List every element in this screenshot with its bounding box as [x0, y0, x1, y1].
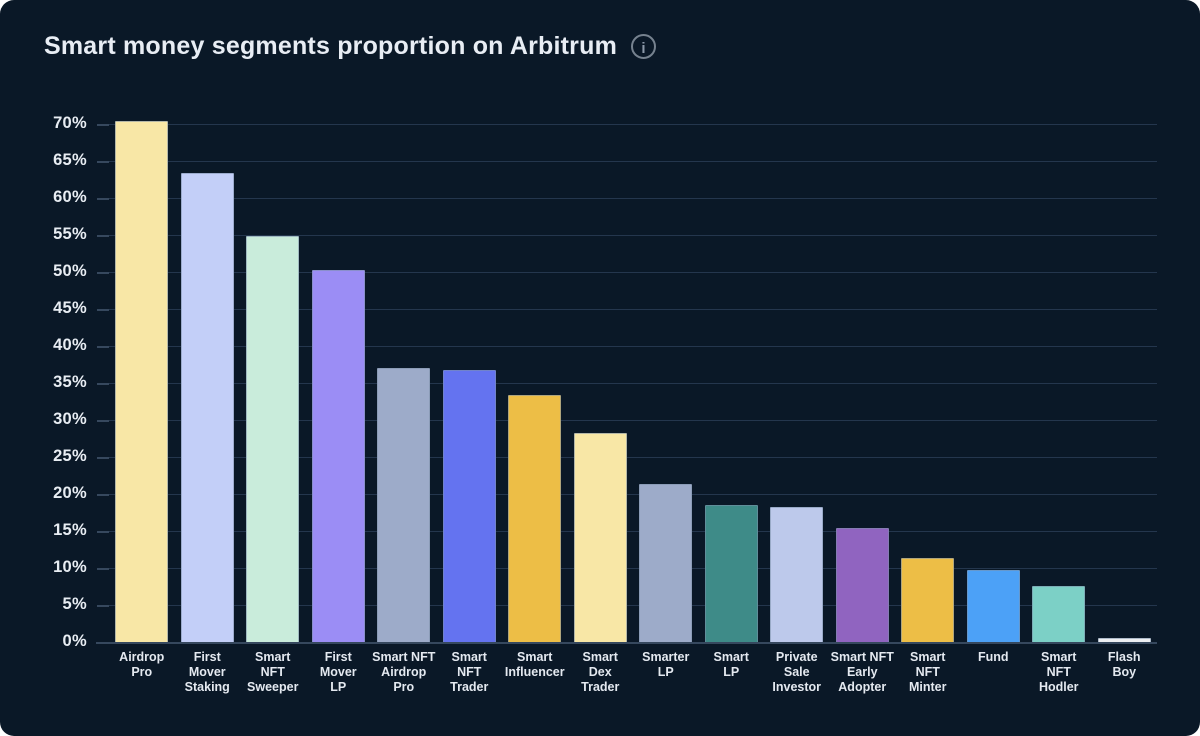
- y-axis-label: 10%: [53, 558, 87, 576]
- chart-title: Smart money segments proportion on Arbit…: [44, 32, 618, 60]
- y-axis-label: 35%: [53, 373, 87, 391]
- y-axis-tick: [97, 124, 109, 126]
- y-axis-label: 30%: [53, 410, 87, 428]
- x-axis-label: Flash Boy: [1107, 650, 1141, 679]
- x-axis-label: Smart NFT Hodler: [1038, 650, 1079, 694]
- gridline: [109, 383, 1157, 384]
- bar-smart-nft-sweeper[interactable]: [246, 235, 300, 642]
- x-axis-label: Smart NFT Minter: [909, 650, 947, 694]
- bar-smart-dex-trader[interactable]: [573, 433, 627, 642]
- gridline: [109, 494, 1157, 495]
- x-axis-label: Airdrop Pro: [119, 650, 165, 679]
- y-axis-label: 15%: [53, 521, 87, 539]
- y-axis-tick: [97, 642, 109, 644]
- x-axis-label: Fund: [977, 650, 1009, 664]
- gridline: [109, 161, 1157, 162]
- bar-smart-lp[interactable]: [704, 505, 758, 642]
- y-axis-label: 50%: [53, 262, 87, 280]
- y-axis-tick: [97, 346, 109, 348]
- gridline: [109, 309, 1157, 310]
- chart-header: Smart money segments proportion on Arbit…: [44, 32, 657, 61]
- x-axis-label: Smart Influencer: [504, 650, 565, 679]
- y-axis-label: 0%: [62, 632, 87, 650]
- bar-smarter-lp[interactable]: [639, 484, 693, 642]
- gridline: [109, 420, 1157, 421]
- y-axis-label: 65%: [53, 151, 87, 169]
- bar-smart-nft-airdrop-pro[interactable]: [377, 368, 431, 642]
- info-icon[interactable]: i: [631, 34, 657, 59]
- y-axis-label: 60%: [53, 188, 87, 206]
- gridline: [109, 124, 1157, 125]
- x-axis-label: Smarter LP: [642, 650, 690, 679]
- y-axis-tick: [97, 198, 109, 200]
- x-axis-label: First Mover LP: [319, 650, 357, 694]
- bar-private-sale-investor[interactable]: [770, 507, 824, 642]
- bar-first-mover-lp[interactable]: [311, 269, 365, 642]
- y-axis-label: 25%: [53, 447, 87, 465]
- bar-fund[interactable]: [966, 570, 1020, 642]
- y-axis-label: 40%: [53, 336, 87, 354]
- x-axis-label: First Mover Staking: [184, 650, 230, 694]
- x-axis-label: Smart NFT Trader: [450, 650, 489, 694]
- y-axis-tick: [97, 420, 109, 422]
- x-axis-label: Smart NFT Airdrop Pro: [372, 650, 436, 694]
- bar-smart-nft-trader[interactable]: [442, 369, 496, 642]
- y-axis-label: 45%: [53, 299, 87, 317]
- gridline: [109, 272, 1157, 273]
- x-axis-label: Private Sale Investor: [772, 650, 822, 694]
- gridline: [109, 198, 1157, 199]
- y-axis-tick: [97, 457, 109, 459]
- bar-smart-nft-hodler[interactable]: [1032, 585, 1086, 642]
- bar-flash-boy[interactable]: [1097, 637, 1151, 642]
- y-axis-label: 20%: [53, 484, 87, 502]
- y-axis-tick: [97, 309, 109, 311]
- gridline: [109, 568, 1157, 569]
- y-axis-label: 55%: [53, 225, 87, 243]
- x-axis-line: [96, 642, 1157, 644]
- bar-smart-nft-early-adopter[interactable]: [835, 528, 889, 642]
- y-axis-tick: [97, 605, 109, 607]
- gridline: [109, 457, 1157, 458]
- y-axis-label: 70%: [53, 114, 87, 132]
- y-axis-tick: [97, 383, 109, 385]
- bar-smart-nft-minter[interactable]: [901, 557, 955, 642]
- bar-smart-influencer[interactable]: [508, 394, 562, 642]
- y-axis-tick: [97, 272, 109, 274]
- bar-first-mover-staking[interactable]: [180, 172, 234, 642]
- x-axis-label: Smart NFT Early Adopter: [830, 650, 894, 694]
- x-axis-label: Smart LP: [713, 650, 749, 679]
- gridline: [109, 605, 1157, 606]
- y-axis-tick: [97, 531, 109, 533]
- x-axis-label: Smart NFT Sweeper: [247, 650, 299, 694]
- y-axis-label: 5%: [62, 595, 87, 613]
- x-axis-label: Smart Dex Trader: [581, 650, 620, 694]
- y-axis-tick: [97, 494, 109, 496]
- bar-airdrop-pro[interactable]: [115, 121, 169, 642]
- y-axis-tick: [97, 235, 109, 237]
- y-axis-tick: [97, 161, 109, 163]
- y-axis-tick: [97, 568, 109, 570]
- gridline: [109, 531, 1157, 532]
- gridline: [109, 346, 1157, 347]
- gridline: [109, 235, 1157, 236]
